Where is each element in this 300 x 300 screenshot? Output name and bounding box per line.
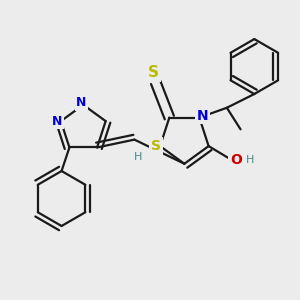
Text: H: H — [134, 152, 142, 162]
Text: O: O — [230, 153, 242, 167]
Text: N: N — [196, 109, 208, 123]
Text: S: S — [148, 65, 159, 80]
Text: N: N — [76, 96, 86, 110]
Text: S: S — [151, 139, 161, 153]
Text: N: N — [52, 115, 62, 128]
Text: H: H — [246, 155, 254, 165]
